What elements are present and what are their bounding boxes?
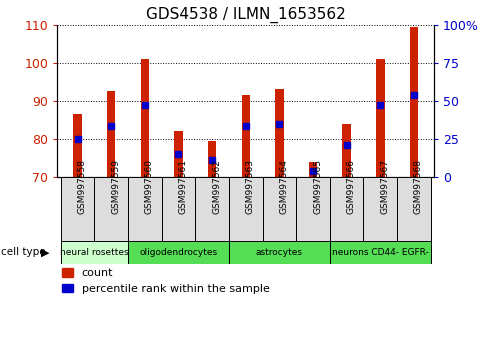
Bar bbox=[410, 27, 418, 177]
Text: GSM997568: GSM997568 bbox=[414, 159, 423, 214]
Bar bbox=[61, 241, 128, 264]
Text: GSM997566: GSM997566 bbox=[347, 159, 356, 214]
Bar bbox=[128, 241, 229, 264]
Bar bbox=[128, 177, 162, 241]
Bar bbox=[342, 124, 351, 177]
Legend: count, percentile rank within the sample: count, percentile rank within the sample bbox=[57, 264, 274, 298]
Bar bbox=[330, 241, 431, 264]
Text: GSM997567: GSM997567 bbox=[380, 159, 389, 214]
Bar bbox=[376, 59, 385, 177]
Bar bbox=[141, 59, 149, 177]
Text: GSM997563: GSM997563 bbox=[246, 159, 255, 214]
Text: neurons CD44- EGFR-: neurons CD44- EGFR- bbox=[332, 248, 429, 257]
Text: neural rosettes: neural rosettes bbox=[60, 248, 129, 257]
Text: oligodendrocytes: oligodendrocytes bbox=[139, 248, 218, 257]
Bar bbox=[363, 177, 397, 241]
Title: GDS4538 / ILMN_1653562: GDS4538 / ILMN_1653562 bbox=[146, 7, 346, 23]
Text: cell type: cell type bbox=[1, 247, 45, 257]
Text: GSM997562: GSM997562 bbox=[212, 159, 221, 214]
Bar bbox=[162, 177, 195, 241]
Bar bbox=[330, 177, 363, 241]
Text: astrocytes: astrocytes bbox=[256, 248, 303, 257]
Bar bbox=[208, 141, 217, 177]
Bar bbox=[107, 91, 115, 177]
Bar bbox=[397, 177, 431, 241]
Text: GSM997564: GSM997564 bbox=[279, 159, 288, 214]
Bar bbox=[229, 177, 262, 241]
Text: GSM997560: GSM997560 bbox=[145, 159, 154, 214]
Text: ▶: ▶ bbox=[41, 247, 49, 257]
Bar bbox=[94, 177, 128, 241]
Bar bbox=[229, 241, 330, 264]
Bar bbox=[296, 177, 330, 241]
Text: GSM997558: GSM997558 bbox=[77, 159, 86, 214]
Text: GSM997565: GSM997565 bbox=[313, 159, 322, 214]
Bar bbox=[242, 95, 250, 177]
Bar bbox=[195, 177, 229, 241]
Bar bbox=[262, 177, 296, 241]
Text: GSM997561: GSM997561 bbox=[179, 159, 188, 214]
Bar bbox=[309, 162, 317, 177]
Text: GSM997559: GSM997559 bbox=[111, 159, 120, 214]
Bar bbox=[73, 114, 82, 177]
Bar bbox=[275, 90, 283, 177]
Bar bbox=[61, 177, 94, 241]
Bar bbox=[174, 131, 183, 177]
